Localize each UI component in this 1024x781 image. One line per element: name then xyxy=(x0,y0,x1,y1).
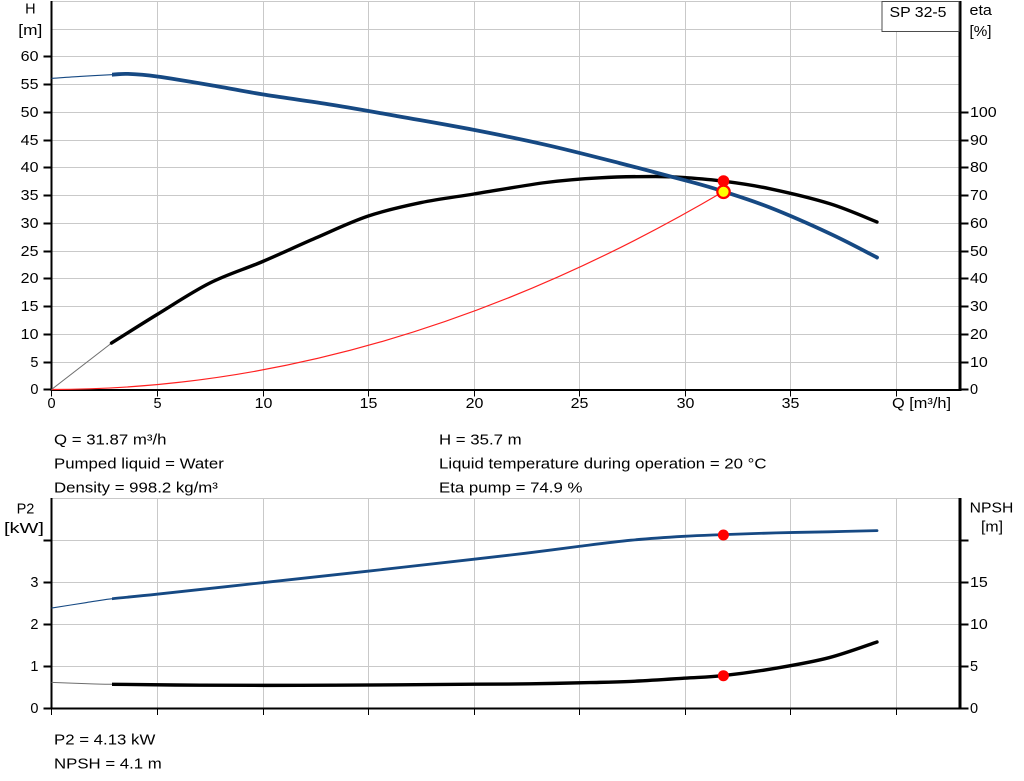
svg-text:H = 35.7 m: H = 35.7 m xyxy=(439,432,522,448)
svg-text:Density = 998.2 kg/m³: Density = 998.2 kg/m³ xyxy=(54,480,218,496)
svg-text:5: 5 xyxy=(30,355,38,371)
svg-text:3: 3 xyxy=(30,575,38,591)
svg-text:60: 60 xyxy=(21,49,39,65)
svg-text:Eta pump = 74.9 %: Eta pump = 74.9 % xyxy=(439,480,583,496)
svg-text:90: 90 xyxy=(970,133,988,149)
svg-text:NPSH = 4.1 m: NPSH = 4.1 m xyxy=(54,756,162,772)
svg-text:35: 35 xyxy=(21,188,39,204)
svg-text:10: 10 xyxy=(21,327,39,343)
svg-text:35: 35 xyxy=(782,396,800,412)
svg-text:NPSH: NPSH xyxy=(970,501,1014,517)
svg-text:0: 0 xyxy=(970,701,978,717)
svg-text:45: 45 xyxy=(21,133,39,149)
svg-text:1: 1 xyxy=(30,659,38,675)
svg-text:30: 30 xyxy=(21,216,39,232)
svg-text:Q [m³/h]: Q [m³/h] xyxy=(892,396,951,412)
svg-text:50: 50 xyxy=(21,105,39,121)
svg-text:55: 55 xyxy=(21,77,39,93)
svg-text:[%]: [%] xyxy=(970,24,992,40)
svg-text:10: 10 xyxy=(255,396,273,412)
svg-text:100: 100 xyxy=(970,105,997,121)
svg-text:[kW]: [kW] xyxy=(4,521,44,537)
svg-text:Q = 31.87 m³/h: Q = 31.87 m³/h xyxy=(54,432,167,448)
svg-text:10: 10 xyxy=(970,355,988,371)
svg-text:15: 15 xyxy=(360,396,378,412)
svg-text:60: 60 xyxy=(970,216,988,232)
svg-text:25: 25 xyxy=(571,396,589,412)
svg-text:5: 5 xyxy=(970,659,978,675)
svg-text:80: 80 xyxy=(970,160,988,176)
svg-text:15: 15 xyxy=(21,299,39,315)
svg-text:P2 = 4.13 kW: P2 = 4.13 kW xyxy=(54,732,156,748)
svg-text:50: 50 xyxy=(970,244,988,260)
svg-text:40: 40 xyxy=(21,160,39,176)
svg-text:Liquid temperature during oper: Liquid temperature during operation = 20… xyxy=(439,456,767,472)
svg-text:15: 15 xyxy=(970,575,988,591)
svg-text:[m]: [m] xyxy=(18,23,42,39)
svg-text:70: 70 xyxy=(970,188,988,204)
svg-text:20: 20 xyxy=(970,327,988,343)
svg-text:0: 0 xyxy=(47,396,55,412)
svg-text:20: 20 xyxy=(21,271,39,287)
svg-text:10: 10 xyxy=(970,617,988,633)
svg-text:5: 5 xyxy=(153,396,161,412)
svg-text:Pumped liquid = Water: Pumped liquid = Water xyxy=(54,456,224,472)
svg-text:[m]: [m] xyxy=(981,520,1003,536)
svg-text:25: 25 xyxy=(21,244,39,260)
svg-text:0: 0 xyxy=(970,382,978,398)
svg-text:2: 2 xyxy=(30,617,38,633)
svg-text:30: 30 xyxy=(970,299,988,315)
svg-text:eta: eta xyxy=(970,3,993,19)
svg-text:20: 20 xyxy=(466,396,484,412)
svg-text:P2: P2 xyxy=(17,501,35,517)
svg-text:H: H xyxy=(25,2,35,18)
svg-text:0: 0 xyxy=(30,701,38,717)
svg-text:40: 40 xyxy=(970,271,988,287)
svg-text:0: 0 xyxy=(30,382,38,398)
svg-text:30: 30 xyxy=(677,396,695,412)
svg-text:SP 32-5: SP 32-5 xyxy=(890,5,947,21)
